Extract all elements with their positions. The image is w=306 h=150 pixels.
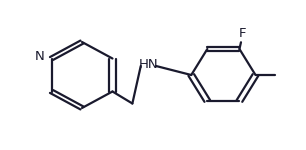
Text: HN: HN xyxy=(139,58,158,71)
Text: F: F xyxy=(239,27,246,40)
Text: N: N xyxy=(35,51,45,63)
